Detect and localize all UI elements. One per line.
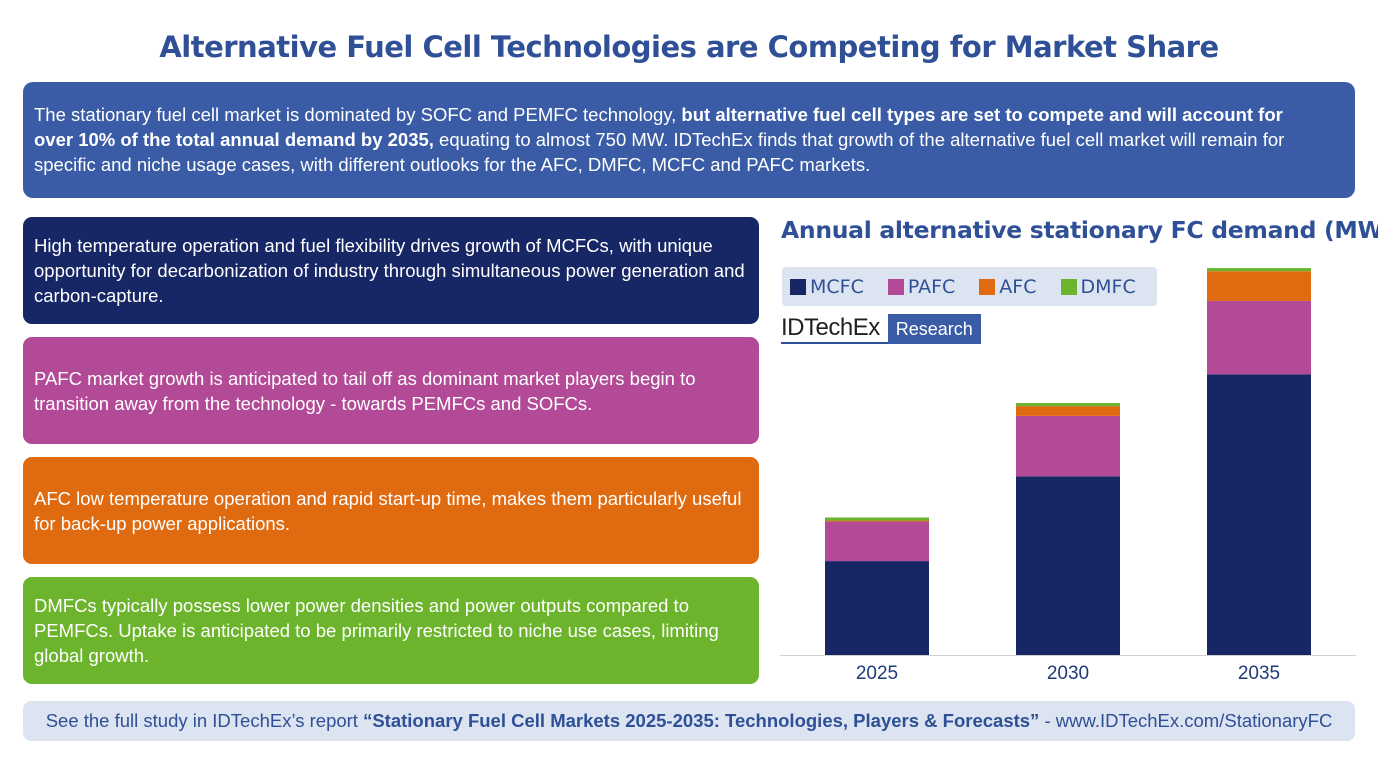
bar-pafc-2025 [825,521,929,562]
x-tick-label-2025: 2025 [856,663,898,684]
legend-label-afc: AFC [999,275,1037,298]
x-tick-label-2035: 2035 [1238,663,1280,684]
dmfc-card-text: DMFCs typically possess lower power dens… [34,595,719,666]
footer-banner: See the full study in IDTechEx’s report … [23,701,1355,741]
bar-pafc-2030 [1016,415,1120,477]
chart-title: Annual alternative stationary FC demand … [781,216,1378,244]
bar-afc-2030 [1016,406,1120,416]
afc-card: AFC low temperature operation and rapid … [23,457,759,564]
logo-tag: Research [887,314,981,344]
footer-suffix: - www.IDTechEx.com/StationaryFC [1039,710,1333,731]
pafc-card: PAFC market growth is anticipated to tai… [23,337,759,444]
bar-dmfc-2035 [1207,268,1311,272]
chart-legend: MCFC PAFC AFC DMFC [782,267,1157,306]
intro-panel: The stationary fuel cell market is domin… [23,82,1355,198]
idtechex-logo: IDTechEx Research [781,314,981,344]
mcfc-card-text: High temperature operation and fuel flex… [34,235,745,306]
legend-label-mcfc: MCFC [810,275,864,298]
legend-label-dmfc: DMFC [1080,275,1136,298]
intro-text-a: The stationary fuel cell market is domin… [34,104,677,125]
bar-dmfc-2030 [1016,403,1120,407]
legend-swatch-afc [979,278,996,295]
legend-item-afc: AFC [979,275,1037,298]
legend-swatch-pafc [887,278,904,295]
legend-swatch-mcfc [790,278,806,295]
bar-afc-2035 [1207,271,1311,301]
bar-mcfc-2025 [825,561,929,655]
intro-text-b: equating to almost 750 MW. IDTechEx find… [34,129,1285,175]
bar-afc-2025 [825,520,929,522]
legend-item-mcfc: MCFC [790,276,864,298]
stacked-bar-chart: 2025 2030 2035 [780,268,1356,684]
legend-item-dmfc: DMFC [1060,275,1136,298]
x-tick-label-2030: 2030 [1047,663,1089,684]
logo-word: IDTechEx [781,314,888,344]
legend-label-pafc: PAFC [907,275,956,298]
bar-mcfc-2030 [1016,476,1120,655]
bar-pafc-2035 [1207,300,1311,375]
intro-text-bold: but alternative fuel cell types are set … [34,104,1283,150]
legend-swatch-dmfc [1060,278,1077,295]
footer-report-title: “Stationary Fuel Cell Markets 2025-2035:… [363,710,1040,731]
page-title: Alternative Fuel Cell Technologies are C… [159,30,1219,64]
bar-mcfc-2035 [1207,374,1311,655]
dmfc-card: DMFCs typically possess lower power dens… [23,577,759,684]
footer-prefix: See the full study in IDTechEx’s report [45,710,364,731]
pafc-card-text: PAFC market growth is anticipated to tai… [34,367,696,414]
legend-item-pafc: PAFC [887,275,956,298]
mcfc-card: High temperature operation and fuel flex… [23,217,759,324]
bar-dmfc-2025 [825,517,929,521]
afc-card-text: AFC low temperature operation and rapid … [34,487,742,534]
